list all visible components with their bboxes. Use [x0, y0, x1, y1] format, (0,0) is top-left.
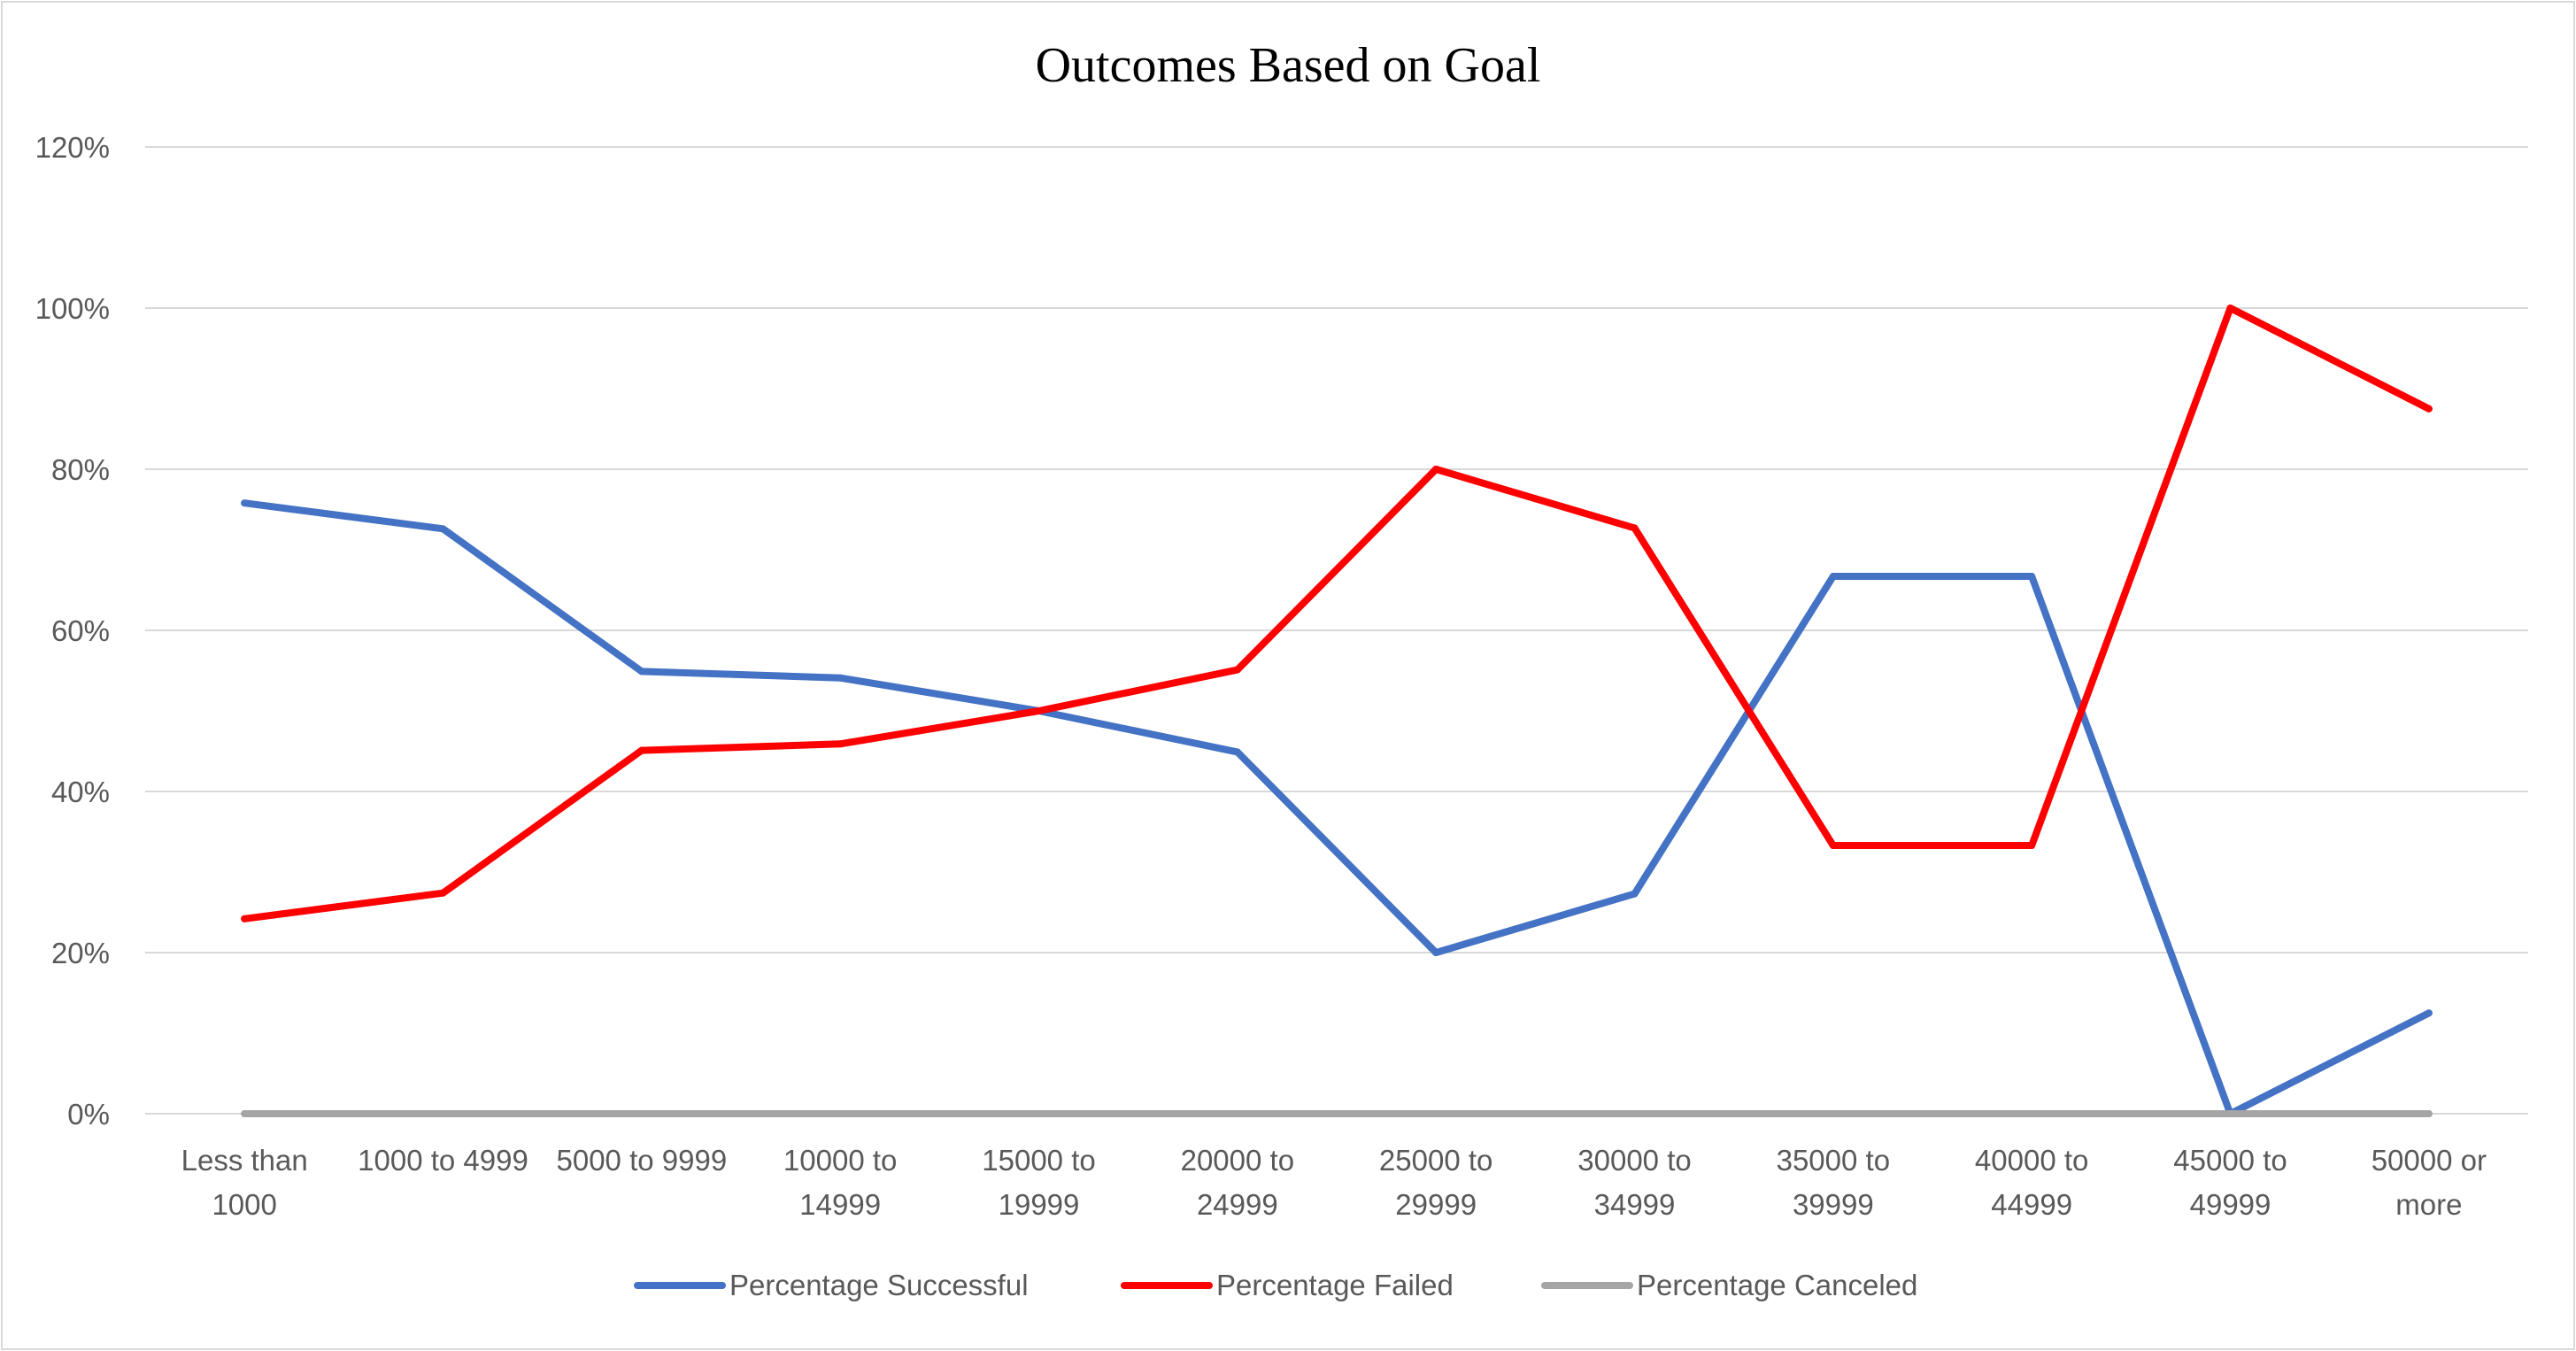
series-2-point	[1631, 1110, 1639, 1117]
chart-title: Outcomes Based on Goal	[1036, 38, 1541, 93]
series-2-point	[1233, 1110, 1241, 1117]
series-0-point	[1233, 748, 1241, 756]
x-tick-label: 5000 to 9999	[556, 1144, 727, 1177]
x-tick-label: Less than 1000	[181, 1144, 308, 1221]
y-tick-label: 20%	[51, 937, 110, 969]
y-tick-label: 40%	[51, 776, 110, 808]
series-1-point	[637, 746, 645, 754]
series-1-point	[2028, 841, 2036, 849]
x-tick-line: 29999	[1395, 1188, 1477, 1221]
x-tick-line: 44999	[1991, 1188, 2072, 1221]
legend-label: Percentage Canceled	[1637, 1269, 1917, 1301]
x-tick-line: 20000 to	[1181, 1144, 1294, 1177]
y-tick-label: 80%	[51, 453, 110, 486]
x-tick-line: Less than	[181, 1144, 308, 1177]
y-axis-ticks: 0% 20% 40% 60% 80% 100% 120%	[35, 131, 110, 1131]
x-tick-line: 5000 to 9999	[556, 1144, 727, 1177]
y-tick-label: 120%	[35, 131, 110, 164]
series-2-point	[2425, 1110, 2433, 1117]
series-1-point	[2425, 405, 2433, 413]
series-2-point	[241, 1110, 249, 1117]
x-tick-line: 1000 to 4999	[358, 1144, 528, 1177]
y-tick-label: 60%	[51, 614, 110, 647]
series-1-point	[2226, 305, 2234, 312]
series-1-point	[241, 915, 249, 923]
x-tick-line: 25000 to	[1379, 1144, 1492, 1177]
series-2-point	[1035, 1110, 1043, 1117]
series-2-point	[637, 1110, 645, 1117]
series-2-point	[439, 1110, 447, 1117]
series-0-point	[2028, 573, 2036, 581]
x-tick-line: 14999	[799, 1188, 881, 1221]
series-lines	[241, 305, 2433, 1117]
x-tick-label: 45000 to 49999	[2173, 1144, 2287, 1221]
x-axis-ticks: Less than 1000 1000 to 4999 5000 to 9999 100…	[181, 1144, 2487, 1221]
x-tick-line: 19999	[999, 1188, 1080, 1221]
legend-label: Percentage Successful	[729, 1269, 1029, 1301]
y-tick-label: 0%	[67, 1098, 110, 1131]
series-1-point	[1233, 666, 1241, 674]
series-1-point	[1035, 707, 1043, 714]
series-0-point	[2425, 1009, 2433, 1017]
series-line-1	[241, 305, 2433, 923]
series-1-point	[1829, 841, 1837, 849]
series-0-point	[1631, 890, 1639, 898]
x-tick-line: 49999	[2190, 1188, 2271, 1221]
series-2-point	[2028, 1110, 2036, 1117]
series-0-point	[1829, 573, 1837, 581]
series-1-point	[837, 740, 845, 748]
x-tick-label: 35000 to 39999	[1777, 1144, 1890, 1221]
x-tick-line: 1000	[212, 1188, 276, 1221]
series-1-point	[1631, 524, 1639, 532]
x-tick-label: 30000 to 34999	[1577, 1144, 1691, 1221]
x-tick-line: 40000 to	[1975, 1144, 2088, 1177]
series-2-point	[837, 1110, 845, 1117]
series-line-0	[241, 499, 2433, 1117]
grid-lines	[145, 146, 2528, 1115]
x-tick-label: 50000 or more	[2372, 1144, 2487, 1221]
x-tick-label: 1000 to 4999	[358, 1144, 528, 1177]
x-tick-line: 50000 or	[2372, 1144, 2487, 1177]
series-1-point	[1432, 466, 1440, 473]
x-tick-label: 40000 to 44999	[1975, 1144, 2088, 1221]
legend: Percentage Successful Percentage Failed Pe…	[634, 1269, 1917, 1301]
x-tick-line: more	[2395, 1188, 2462, 1221]
legend-label: Percentage Failed	[1216, 1269, 1454, 1301]
x-tick-label: 20000 to 24999	[1181, 1144, 1294, 1221]
series-2-point	[1829, 1110, 1837, 1117]
x-tick-line: 10000 to	[783, 1144, 897, 1177]
x-tick-line: 30000 to	[1577, 1144, 1691, 1177]
series-0-point	[1432, 949, 1440, 956]
series-0-point	[637, 668, 645, 676]
x-tick-line: 34999	[1594, 1188, 1676, 1221]
x-tick-line: 45000 to	[2173, 1144, 2287, 1177]
x-tick-label: 25000 to 29999	[1379, 1144, 1492, 1221]
x-tick-line: 15000 to	[982, 1144, 1095, 1177]
x-tick-label: 15000 to 19999	[982, 1144, 1095, 1221]
series-1-point	[439, 889, 447, 897]
series-0-point	[837, 674, 845, 682]
series-2-point	[1432, 1110, 1440, 1117]
series-0-point	[241, 499, 249, 507]
series-2-point	[2226, 1110, 2234, 1117]
series-0-point	[439, 525, 447, 533]
y-tick-label: 100%	[35, 292, 110, 325]
x-tick-line: 39999	[1793, 1188, 1874, 1221]
x-tick-line: 24999	[1197, 1188, 1278, 1221]
x-tick-line: 35000 to	[1777, 1144, 1890, 1177]
x-tick-label: 10000 to 14999	[783, 1144, 897, 1221]
